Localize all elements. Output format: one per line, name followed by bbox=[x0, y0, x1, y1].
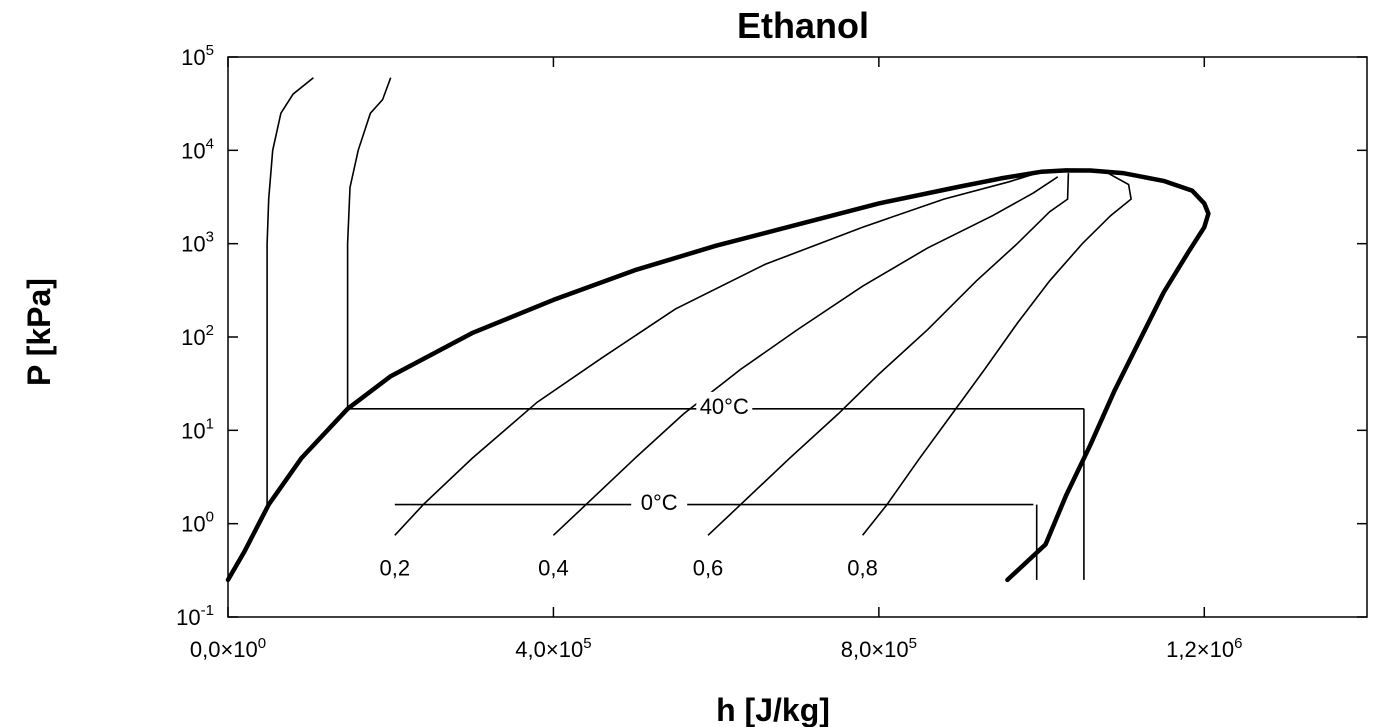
annotation-label: 40°C bbox=[700, 394, 749, 419]
quality-0-4-curve bbox=[552, 176, 1059, 536]
x-tick-label: 4,0×105 bbox=[515, 635, 591, 662]
y-tick-label: 105 bbox=[181, 42, 214, 70]
y-axis-label: P [kPa] bbox=[21, 278, 57, 386]
x-axis-label: h [J/kg] bbox=[716, 692, 830, 727]
y-tick-label: 104 bbox=[181, 135, 214, 163]
quality-0-2-curve bbox=[394, 170, 1042, 536]
annotation-label: 0°C bbox=[641, 490, 678, 515]
quality-0-8-curve bbox=[861, 171, 1132, 536]
saturation-dome bbox=[225, 168, 1211, 583]
annotation-backdrop bbox=[631, 488, 688, 515]
x-tick-label: 0,0×100 bbox=[190, 635, 266, 662]
isotherm-left bbox=[266, 77, 314, 505]
chart-curves bbox=[225, 77, 1211, 583]
isotherm-right bbox=[346, 77, 392, 409]
annotation-label: 0,6 bbox=[693, 555, 724, 580]
axis-ticks: 0,0×100 4,0×105 8,0×105 1,2×106 10-1 100 101 10… bbox=[176, 42, 1367, 662]
annotation-label: 0,8 bbox=[847, 555, 878, 580]
y-tick-label: 100 bbox=[181, 509, 214, 537]
annotation-label: 0,4 bbox=[538, 555, 569, 580]
y-tick-label: 10-1 bbox=[176, 602, 214, 630]
annotation-label: 0,2 bbox=[379, 555, 410, 580]
quality-0-6-curve bbox=[707, 173, 1070, 536]
x-tick-label: 8,0×105 bbox=[841, 635, 917, 662]
chart-title: Ethanol bbox=[737, 5, 869, 46]
y-tick-label: 103 bbox=[181, 229, 214, 257]
chart-annotations: 40°C 0°C 0,2 0,4 0,6 0,8 bbox=[379, 391, 878, 580]
plot-area-frame bbox=[227, 56, 1368, 618]
y-tick-label: 101 bbox=[181, 415, 214, 443]
y-tick-label: 102 bbox=[181, 322, 214, 350]
annotation-backdrop bbox=[696, 391, 753, 418]
x-tick-label: 1,2×106 bbox=[1166, 635, 1242, 662]
